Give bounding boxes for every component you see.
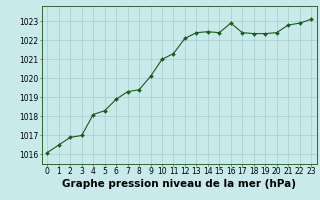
X-axis label: Graphe pression niveau de la mer (hPa): Graphe pression niveau de la mer (hPa): [62, 179, 296, 189]
